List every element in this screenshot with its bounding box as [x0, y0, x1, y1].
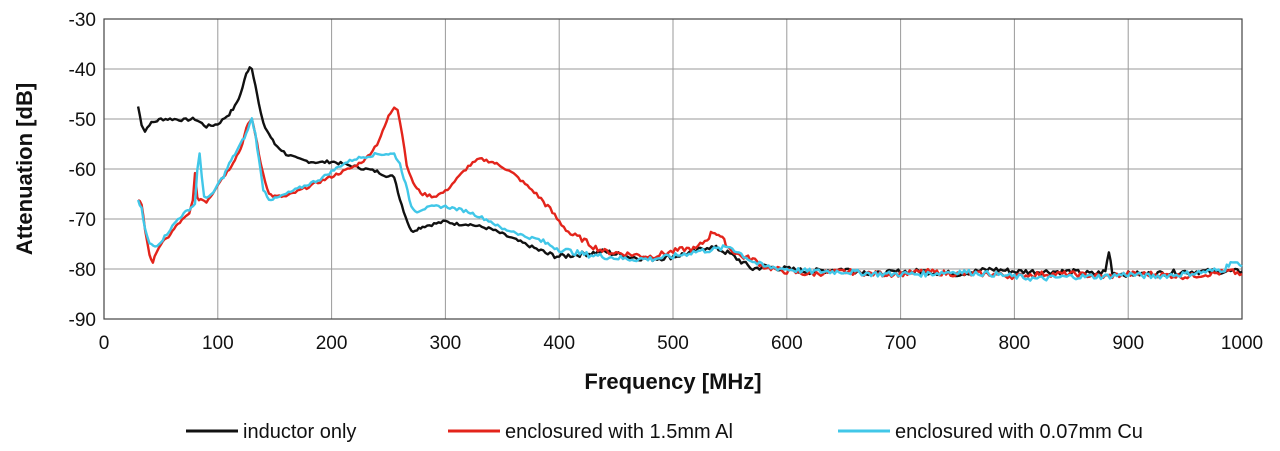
- x-tick-label: 0: [99, 333, 110, 354]
- x-axis-title: Frequency [MHz]: [584, 369, 761, 394]
- series-line-1: [136, 66, 1243, 278]
- y-axis-ticks: -30 -40 -50 -60 -70 -80 -90: [69, 10, 96, 331]
- legend: inductor only enclosured with 1.5mm Al enc…: [186, 421, 1143, 443]
- plot-area-frame: [103, 18, 1243, 320]
- x-tick-label: 200: [316, 333, 348, 354]
- x-axis-ticks: 0 100 200 300 400 500 600 700 800 900 1000: [99, 333, 1263, 354]
- y-tick-label: -30: [69, 10, 96, 31]
- x-tick-label: 500: [657, 333, 689, 354]
- x-tick-label: 300: [430, 333, 462, 354]
- legend-label: enclosured with 0.07mm Cu: [895, 421, 1143, 443]
- series-lines: [136, 66, 1243, 282]
- x-tick-label: 600: [771, 333, 803, 354]
- legend-label: inductor only: [243, 421, 356, 443]
- legend-label: enclosured with 1.5mm Al: [505, 421, 733, 443]
- y-axis-title: Attenuation [dB]: [12, 83, 37, 255]
- y-tick-label: -80: [69, 260, 96, 281]
- x-tick-label: 1000: [1221, 333, 1263, 354]
- x-tick-label: 100: [202, 333, 234, 354]
- x-tick-label: 400: [543, 333, 575, 354]
- y-tick-label: -90: [69, 310, 96, 331]
- y-tick-label: -60: [69, 160, 96, 181]
- y-tick-label: -70: [69, 210, 96, 231]
- y-tick-label: -40: [69, 60, 96, 81]
- series-line-3: [136, 117, 1243, 282]
- x-tick-label: 800: [999, 333, 1031, 354]
- y-tick-label: -50: [69, 110, 96, 131]
- x-tick-label: 900: [1112, 333, 1144, 354]
- x-tick-label: 700: [885, 333, 917, 354]
